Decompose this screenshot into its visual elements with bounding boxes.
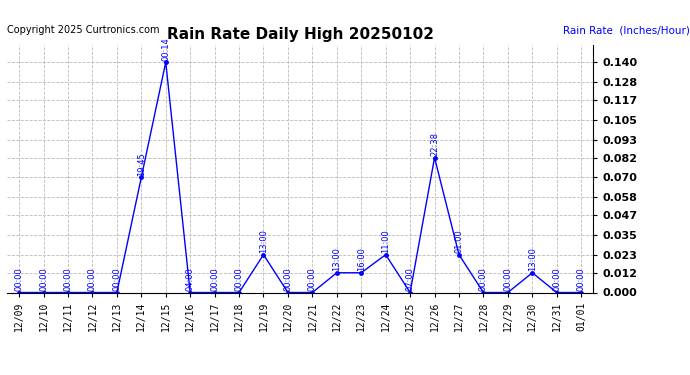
Text: 00:00: 00:00 [479, 267, 488, 291]
Text: 00:00: 00:00 [210, 267, 219, 291]
Text: 07:00: 07:00 [406, 267, 415, 291]
Text: 13:00: 13:00 [528, 247, 537, 271]
Text: 00:14: 00:14 [161, 37, 170, 61]
Text: 04:00: 04:00 [186, 267, 195, 291]
Text: 00:00: 00:00 [552, 267, 561, 291]
Text: 22:38: 22:38 [430, 132, 439, 156]
Text: 00:00: 00:00 [235, 267, 244, 291]
Text: 00:00: 00:00 [88, 267, 97, 291]
Text: 00:00: 00:00 [39, 267, 48, 291]
Text: 00:00: 00:00 [14, 267, 23, 291]
Text: Copyright 2025 Curtronics.com: Copyright 2025 Curtronics.com [7, 25, 159, 35]
Text: 00:00: 00:00 [112, 267, 121, 291]
Text: 01:00: 01:00 [455, 229, 464, 253]
Text: 00:00: 00:00 [577, 267, 586, 291]
Text: 00:00: 00:00 [308, 267, 317, 291]
Text: 00:00: 00:00 [284, 267, 293, 291]
Title: Rain Rate Daily High 20250102: Rain Rate Daily High 20250102 [167, 27, 433, 42]
Text: Rain Rate  (Inches/Hour): Rain Rate (Inches/Hour) [563, 25, 690, 35]
Text: 13:00: 13:00 [333, 247, 342, 271]
Text: 19:45: 19:45 [137, 152, 146, 176]
Text: 16:00: 16:00 [357, 247, 366, 271]
Text: 13:00: 13:00 [259, 229, 268, 253]
Text: 00:00: 00:00 [63, 267, 72, 291]
Text: 11:00: 11:00 [381, 229, 390, 253]
Text: 00:00: 00:00 [504, 267, 513, 291]
